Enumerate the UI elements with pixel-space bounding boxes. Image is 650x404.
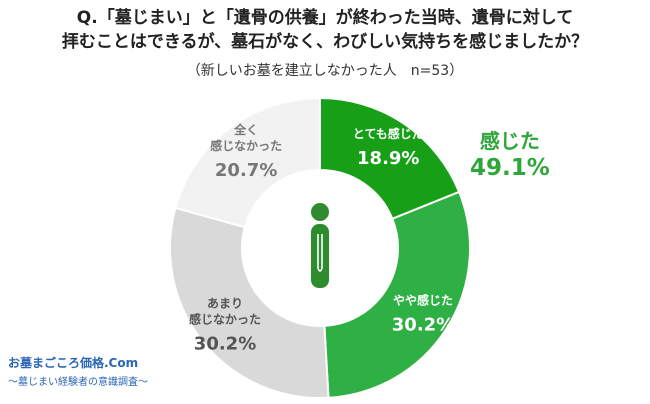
brand-logo: お墓まごころ価格.Com ～墓じまい経験者の意識調査～ [8, 354, 148, 388]
slice-label: とても感じた [353, 126, 424, 141]
slice-label: 感じなかった [189, 312, 261, 327]
logo-line-1: お墓まごころ価格.Com [8, 356, 139, 370]
slice-label: あまり [207, 297, 243, 311]
highlight-label: 感じた [479, 129, 540, 153]
highlight-summary: 感じた 49.1% [470, 128, 550, 182]
donut-slice [174, 96, 321, 229]
slice-value-label: 18.9% [357, 148, 419, 169]
title-line-1: Q.「墓じまい」と「遺骨の供養」が終わった当時、遺骨に対して [76, 8, 574, 28]
logo-line-2: ～墓じまい経験者の意識調査～ [8, 377, 148, 388]
chart-title: Q.「墓じまい」と「遺骨の供養」が終わった当時、遺骨に対して 拝むことはできるが… [0, 6, 650, 54]
slice-value-label: 20.7% [215, 160, 277, 181]
chart-subtitle: （新しいお墓を建立しなかった人 n=53） [186, 63, 464, 79]
donut-slice [169, 206, 330, 399]
slice-label: 感じなかった [210, 138, 282, 153]
donut-slice [319, 96, 461, 221]
slice-label: 全く [233, 122, 258, 137]
title-line-2: 拝むことはできるが、墓石がなく、わびしい気持ちを感じましたか？ [61, 32, 589, 52]
slice-value-label: 30.2% [392, 314, 454, 335]
highlight-value: 49.1% [470, 155, 550, 181]
donut-slice [323, 190, 471, 399]
slice-label: やや感じた [393, 292, 453, 307]
person-icon [311, 203, 329, 288]
slice-value-label: 30.2% [194, 334, 256, 355]
